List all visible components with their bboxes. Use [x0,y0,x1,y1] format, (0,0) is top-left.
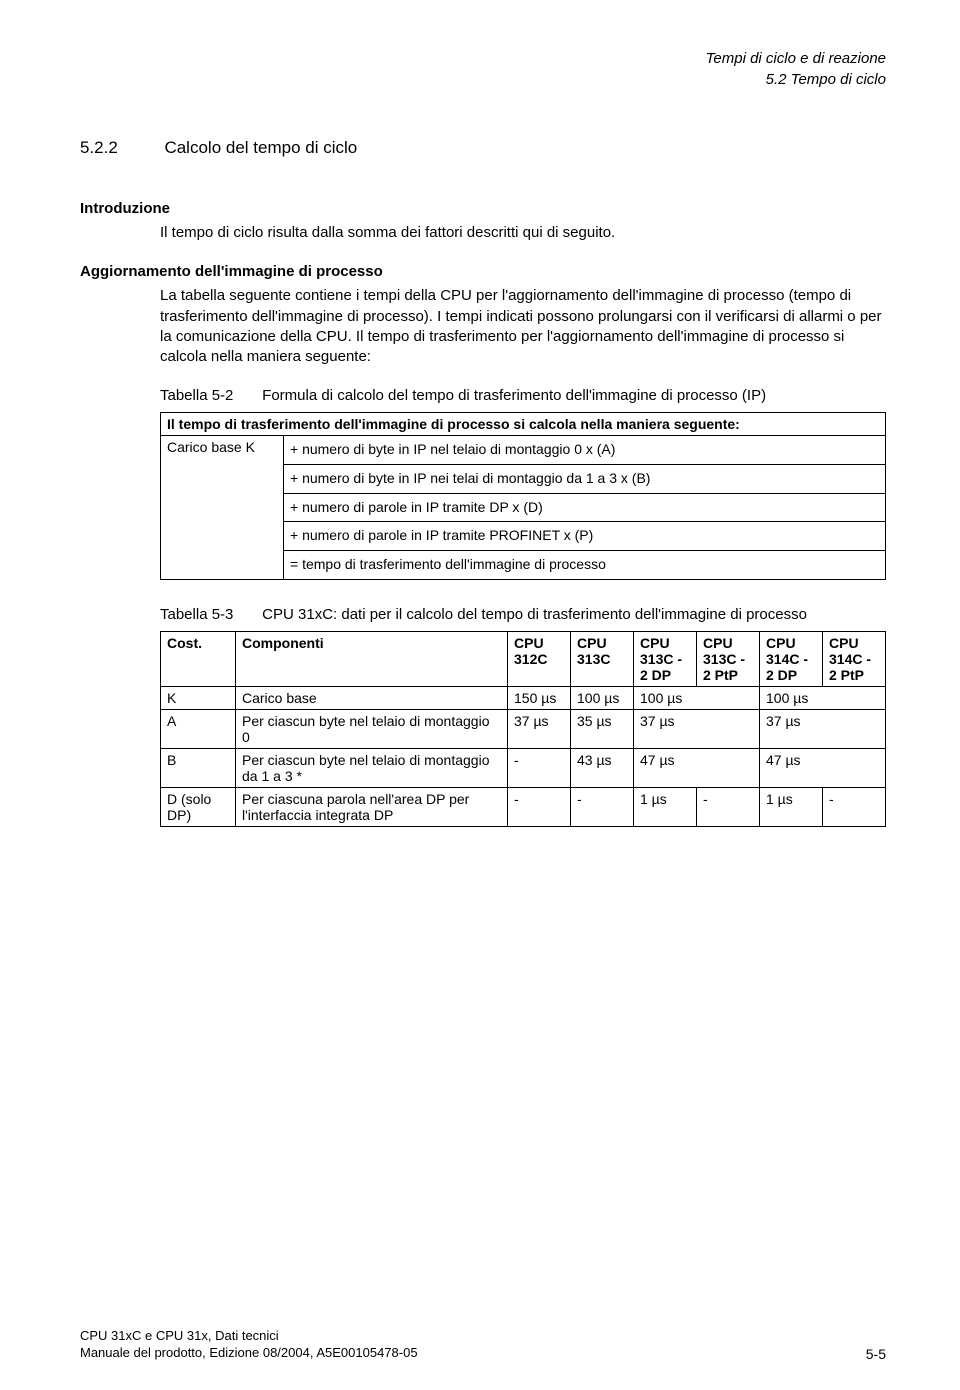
t53-cell: - [823,787,886,826]
section-title: Calcolo del tempo di ciclo [164,138,357,157]
table-53-number: Tabella 5-3 [160,606,258,623]
t53-h-c7: CPU 314C - 2 PtP [823,631,886,686]
footer-left: CPU 31xC e CPU 31x, Dati tecnici Manuale… [80,1328,418,1362]
t53-cell: Per ciascun byte nel telaio di montaggio… [236,709,508,748]
footer-line2: Manuale del prodotto, Edizione 08/2004, … [80,1345,418,1362]
t53-cell: 35 µs [571,709,634,748]
t53-cell: Per ciascun byte nel telaio di montaggio… [236,748,508,787]
t53-h-c0: Cost. [161,631,236,686]
update-heading: Aggiornamento dell'immagine di processo [80,263,886,280]
t53-cell: A [161,709,236,748]
table-52-line: = tempo di trasferimento dell'immagine d… [284,551,886,580]
table-52-caption-row: Tabella 5-2 Formula di calcolo del tempo… [160,387,886,404]
t53-h-c1: Componenti [236,631,508,686]
table-52-caption: Formula di calcolo del tempo di trasferi… [262,387,766,404]
table-row: A Per ciascun byte nel telaio di montagg… [161,709,886,748]
header-line2: 5.2 Tempo di ciclo [80,69,886,90]
t53-cell: 37 µs [508,709,571,748]
t53-cell: D (solo DP) [161,787,236,826]
page-footer: CPU 31xC e CPU 31x, Dati tecnici Manuale… [80,1328,886,1362]
t53-cell: Per ciascuna parola nell'area DP per l'i… [236,787,508,826]
t53-h-c4: CPU 313C - 2 DP [634,631,697,686]
table-52-line: + numero di parole in IP tramite PROFINE… [284,522,886,551]
table-52-line: + numero di byte in IP nel telaio di mon… [284,436,886,465]
table-52-line: + numero di byte in IP nei telai di mont… [284,464,886,493]
t53-cell: 47 µs [760,748,886,787]
t53-h-c2: CPU 312C [508,631,571,686]
t53-h-c3: CPU 313C [571,631,634,686]
footer-page: 5-5 [866,1346,886,1362]
t53-cell: - [508,748,571,787]
t53-h-c6: CPU 314C - 2 DP [760,631,823,686]
intro-text: Il tempo di ciclo risulta dalla somma de… [160,223,886,243]
table-53-caption-row: Tabella 5-3 CPU 31xC: dati per il calcol… [160,606,886,623]
t53-cell: 150 µs [508,686,571,709]
t53-h-c5: CPU 313C - 2 PtP [697,631,760,686]
table-53-caption: CPU 31xC: dati per il calcolo del tempo … [262,606,807,623]
t53-cell: Carico base [236,686,508,709]
header-line1: Tempi di ciclo e di reazione [80,48,886,69]
section-heading: 5.2.2 Calcolo del tempo di ciclo [80,138,886,158]
t53-cell: 100 µs [760,686,886,709]
t53-cell: 100 µs [634,686,760,709]
table-row: B Per ciascun byte nel telaio di montagg… [161,748,886,787]
running-header: Tempi di ciclo e di reazione 5.2 Tempo d… [80,48,886,90]
t53-cell: B [161,748,236,787]
intro-heading: Introduzione [80,200,886,217]
table-52-line: + numero di parole in IP tramite DP x (D… [284,493,886,522]
section-number: 5.2.2 [80,138,160,158]
update-text: La tabella seguente contiene i tempi del… [160,286,886,367]
t53-cell: 1 µs [634,787,697,826]
t53-cell: 37 µs [760,709,886,748]
t53-cell: 47 µs [634,748,760,787]
table-53-block: Tabella 5-3 CPU 31xC: dati per il calcol… [160,606,886,827]
table-52-header: Il tempo di trasferimento dell'immagine … [161,413,886,436]
t53-cell: 1 µs [760,787,823,826]
t53-cell: - [508,787,571,826]
footer-line1: CPU 31xC e CPU 31x, Dati tecnici [80,1328,418,1345]
table-52: Il tempo di trasferimento dell'immagine … [160,412,886,579]
table-52-block: Tabella 5-2 Formula di calcolo del tempo… [160,387,886,579]
t53-cell: - [571,787,634,826]
table-53: Cost. Componenti CPU 312C CPU 313C CPU 3… [160,631,886,827]
table-52-number: Tabella 5-2 [160,387,258,404]
t53-cell: K [161,686,236,709]
table-row: K Carico base 150 µs 100 µs 100 µs 100 µ… [161,686,886,709]
t53-cell: - [697,787,760,826]
table-52-left: Carico base K [161,436,284,579]
table-row: D (solo DP) Per ciascuna parola nell'are… [161,787,886,826]
t53-cell: 100 µs [571,686,634,709]
t53-cell: 37 µs [634,709,760,748]
t53-cell: 43 µs [571,748,634,787]
